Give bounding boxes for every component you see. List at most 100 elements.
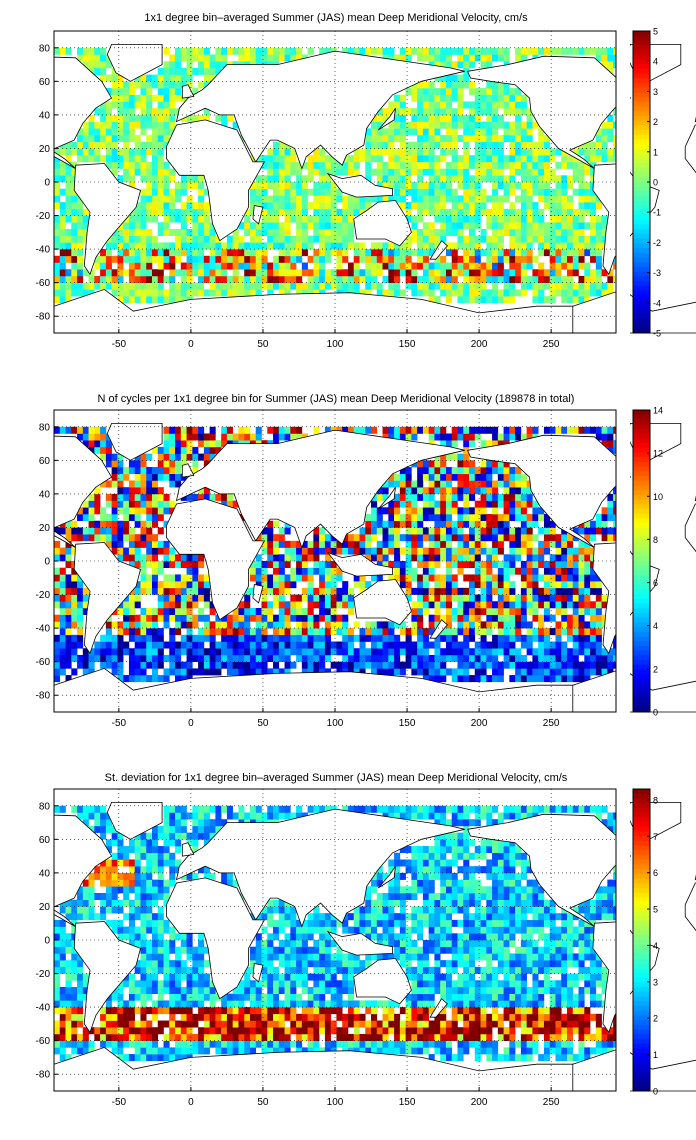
heatmap-cell [186,648,193,656]
heatmap-cell [434,215,441,223]
heatmap-cell [440,581,447,589]
heatmap-cell [261,601,268,609]
heatmap-cell [526,426,533,434]
heatmap-cell [590,249,597,257]
heatmap-cell [353,621,360,629]
heatmap-cell [371,148,378,156]
heatmap-cell [428,587,435,595]
heatmap-cell [284,607,291,615]
heatmap-cell [394,262,401,270]
heatmap-cell [428,594,435,602]
heatmap-cell [175,581,182,589]
heatmap-cell [157,148,164,156]
heatmap-cell [284,561,291,569]
heatmap-cell [474,141,481,149]
heatmap-cell [128,255,135,263]
heatmap-cell [417,188,424,196]
heatmap-cell [440,222,447,230]
heatmap-cell [451,426,458,434]
heatmap-cell [411,487,418,495]
heatmap-cell [595,527,602,535]
heatmap-cell [59,634,66,642]
heatmap-cell [313,426,320,434]
heatmap-cell [65,155,72,163]
heatmap-cell [157,289,164,297]
heatmap-cell [157,567,164,575]
heatmap-cell [59,1033,66,1041]
heatmap-cell [440,668,447,676]
heatmap-cell [567,628,574,636]
heatmap-cell [59,242,66,250]
heatmap-cell [371,554,378,562]
heatmap-cell [428,433,435,441]
heatmap-cell [428,654,435,662]
heatmap-cell [590,148,597,156]
heatmap-cell [192,654,199,662]
heatmap-cell [296,594,303,602]
heatmap-cell [134,228,141,236]
heatmap-cell [192,47,199,55]
heatmap-cell [497,135,504,143]
heatmap-cell [209,228,216,236]
heatmap-cell [463,249,470,257]
heatmap-cell [509,101,516,109]
heatmap-cell [388,148,395,156]
colorbar-segment [633,485,650,491]
heatmap-cell [169,433,176,441]
heatmap-cell [290,426,297,434]
heatmap-cell [492,54,499,62]
heatmap-cell [520,121,527,129]
heatmap-cell [117,500,124,508]
heatmap-cell [232,500,239,508]
heatmap-cell [561,195,568,203]
heatmap-cell [324,607,331,615]
heatmap-cell [515,654,522,662]
heatmap-cell [301,188,308,196]
heatmap-cell [59,175,66,183]
heatmap-cell [474,520,481,528]
heatmap-cell [163,587,170,595]
heatmap-cell [428,249,435,257]
heatmap-cell [480,128,487,136]
heatmap-cell [434,587,441,595]
heatmap-cell [474,567,481,575]
heatmap-cell [572,242,579,250]
heatmap-cell [515,155,522,163]
heatmap-cell [330,534,337,542]
heatmap-cell [296,255,303,263]
heatmap-cell [394,54,401,62]
heatmap-cell [82,812,89,820]
heatmap-cell [140,661,147,669]
heatmap-cell [175,675,182,683]
heatmap-cell [503,574,510,582]
heatmap-cell [388,135,395,143]
heatmap-cell [376,148,383,156]
heatmap-cell [186,440,193,448]
heatmap-cell [463,262,470,270]
heatmap-cell [134,648,141,656]
heatmap-cell [532,296,539,304]
heatmap-cell [255,269,262,277]
colorbar-segment [633,655,650,661]
heatmap-cell [538,574,545,582]
colorbar-segment [633,106,650,112]
heatmap-cell [474,121,481,129]
colorbar-segment [633,153,650,159]
heatmap-cell [77,973,84,981]
heatmap-cell [572,621,579,629]
heatmap-cell [451,255,458,263]
heatmap-cell [451,269,458,277]
heatmap-cell [117,661,124,669]
heatmap-cell [65,607,72,615]
heatmap-cell [520,567,527,575]
heatmap-cell [503,473,510,481]
heatmap-cell [371,621,378,629]
colorbar-segment [633,688,650,694]
heatmap-cell [422,567,429,575]
heatmap-cell [105,1027,112,1035]
heatmap-cell [440,601,447,609]
heatmap-cell [399,195,406,203]
heatmap-cell [590,614,597,622]
heatmap-cell [572,168,579,176]
heatmap-cell [601,128,608,136]
